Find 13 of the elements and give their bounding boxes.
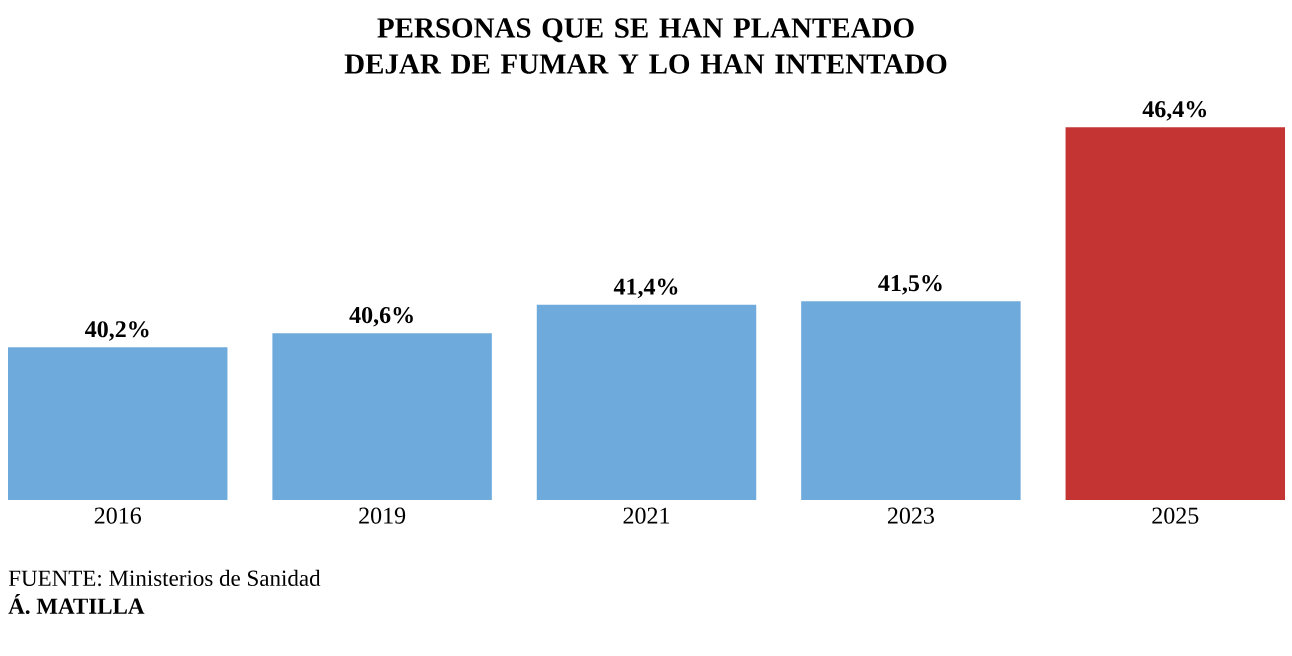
- data-label: 41,5%: [878, 274, 942, 295]
- x-tick-label: 2023: [887, 507, 934, 524]
- x-tick-label: 2019: [359, 507, 406, 524]
- data-label: 40,6%: [349, 306, 413, 327]
- text: Á. MATILLA: [8, 593, 145, 615]
- source-note: FUENTE: Ministerios de Sanidad: [8, 569, 321, 587]
- x-tick-label: 2025: [1152, 507, 1199, 524]
- x-tick-label: 2021: [623, 507, 670, 524]
- chart-title: PERSONAS QUE SE HAN PLANTEADO DEJAR DE FUMAR Y LO HAN INTENTADO: [344, 18, 947, 74]
- data-label: 46,4%: [1142, 101, 1207, 121]
- x-tick-label: 2016: [94, 507, 141, 524]
- data-label: 41,4%: [613, 278, 678, 299]
- data-label: 40,2%: [85, 321, 149, 341]
